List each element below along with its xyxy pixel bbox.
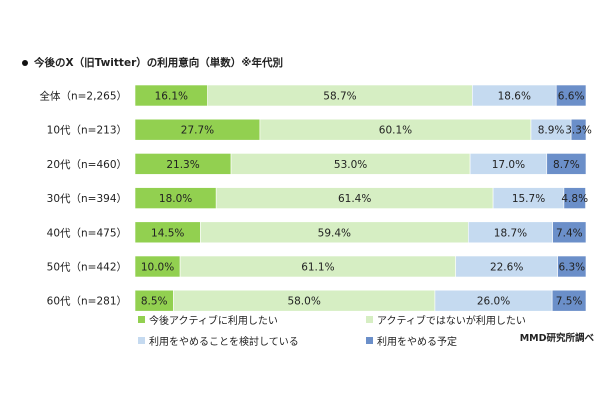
legend-swatch-considering-quit	[138, 337, 145, 344]
data-label: 53.0%	[334, 159, 367, 171]
data-label: 3.3%	[565, 125, 592, 137]
chart-title-text: 今後のX（旧Twitter）の利用意向（単数）※年代別	[34, 57, 283, 69]
data-label: 22.6%	[490, 262, 523, 274]
data-label: 18.6%	[498, 91, 531, 103]
bar-segment	[551, 289, 587, 312]
data-label: 4.8%	[561, 193, 588, 205]
legend: 今後アクティブに利用したい アクティブではないが利用したい 利用をやめることを検…	[138, 312, 598, 348]
bar-segment	[570, 118, 587, 141]
data-label: 61.1%	[301, 262, 334, 274]
data-label: 8.9%	[538, 125, 565, 137]
data-label: 15.7%	[512, 193, 545, 205]
bar-segment	[546, 153, 587, 175]
category-label: 20代（n=460）	[47, 159, 127, 171]
data-label: 7.4%	[556, 227, 583, 239]
legend-label-quit: 利用をやめる予定	[377, 337, 457, 348]
legend-item-considering-quit: 利用をやめることを検討している	[138, 333, 366, 348]
legend-swatch-passive	[366, 316, 373, 323]
data-label: 10.0%	[141, 262, 174, 274]
data-label: 27.7%	[181, 125, 214, 137]
category-label: 30代（n=394）	[47, 193, 127, 205]
data-label: 18.7%	[494, 227, 527, 239]
data-label: 21.3%	[166, 159, 199, 171]
data-label: 8.5%	[141, 296, 168, 308]
data-label: 59.4%	[318, 227, 351, 239]
bar-segment	[557, 255, 587, 278]
bullet-icon	[22, 59, 28, 66]
bar-segment	[552, 221, 587, 244]
legend-label-considering-quit: 利用をやめることを検討している	[149, 337, 299, 348]
chart-title: 今後のX（旧Twitter）の利用意向（単数）※年代別	[22, 55, 283, 70]
legend-item-active: 今後アクティブに利用したい	[138, 312, 366, 327]
category-label: 10代（n=213）	[47, 125, 127, 137]
data-label: 6.6%	[558, 91, 585, 103]
data-label: 16.1%	[155, 91, 188, 103]
bar-segment	[563, 187, 586, 209]
data-label: 7.5%	[556, 296, 583, 308]
data-label: 26.0%	[477, 296, 510, 308]
data-label: 60.1%	[379, 125, 412, 137]
bar-segment	[555, 84, 587, 107]
legend-label-passive: アクティブではないが利用したい	[377, 316, 526, 327]
data-label: 58.0%	[287, 296, 320, 308]
category-label: 60代（n=281）	[47, 296, 127, 308]
category-label: 全体（n=2,265）	[39, 90, 127, 103]
data-label: 18.0%	[159, 193, 192, 205]
legend-swatch-active	[138, 316, 145, 323]
data-label: 58.7%	[323, 91, 356, 103]
data-label: 17.0%	[492, 159, 525, 171]
data-label: 8.7%	[553, 159, 580, 171]
data-label: 61.4%	[338, 193, 371, 205]
data-label: 14.5%	[151, 227, 184, 239]
source-credit: MMD研究所調べ	[519, 333, 594, 344]
category-label: 50代（n=442）	[47, 262, 127, 274]
data-label: 6.3%	[558, 262, 585, 274]
legend-label-active: 今後アクティブに利用したい	[149, 316, 278, 327]
legend-swatch-quit	[366, 337, 373, 344]
legend-item-quit: 利用をやめる予定	[366, 333, 598, 348]
category-label: 40代（n=475）	[47, 227, 127, 239]
legend-item-passive: アクティブではないが利用したい	[366, 312, 598, 327]
